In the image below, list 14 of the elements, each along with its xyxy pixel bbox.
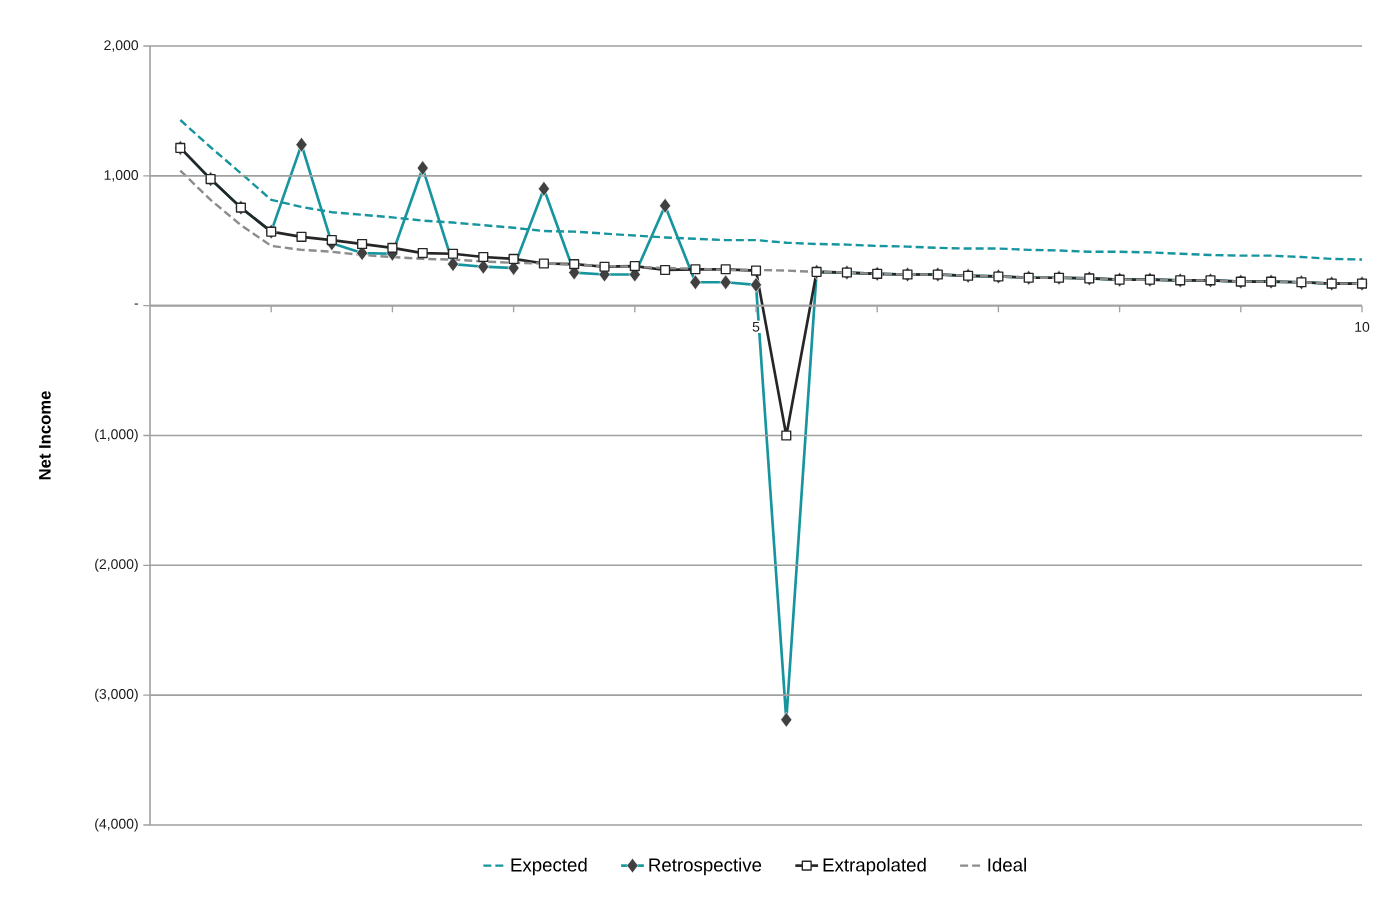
y-tick-label: (3,000) xyxy=(95,688,138,702)
y-axis-title: Net Income xyxy=(39,391,51,480)
y-tick-label: (2,000) xyxy=(95,558,138,572)
legend-label: Expected xyxy=(511,857,587,876)
y-tick-label: 1,000 xyxy=(104,170,139,182)
legend-label: Retrospective xyxy=(649,857,762,876)
x-tick-label: 10 xyxy=(1355,321,1370,332)
y-tick-label: (4,000) xyxy=(95,818,138,832)
y-tick-label: (1,000) xyxy=(95,428,138,443)
y-tick-label: - xyxy=(134,303,138,305)
x-tick-label: 5 xyxy=(752,321,760,332)
legend-label: Ideal xyxy=(988,857,1026,872)
y-tick-label: 2,000 xyxy=(104,40,139,52)
legend-label: Extrapolated xyxy=(823,857,926,876)
